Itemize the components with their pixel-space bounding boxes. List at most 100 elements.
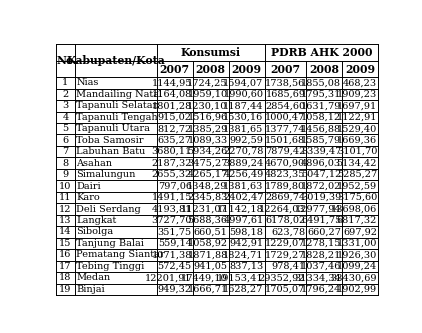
Text: 1724,25: 1724,25 — [187, 78, 227, 87]
Text: 2008: 2008 — [309, 64, 339, 75]
Text: PDRB AHK 2000: PDRB AHK 2000 — [271, 47, 372, 58]
Text: 1631,79: 1631,79 — [301, 101, 341, 110]
Text: 1669,36: 1669,36 — [337, 136, 377, 145]
Text: 2402,47: 2402,47 — [223, 193, 264, 202]
Text: 5134,42: 5134,42 — [337, 159, 377, 167]
Text: Konsumsi: Konsumsi — [181, 47, 241, 58]
Text: 4670,90: 4670,90 — [265, 159, 306, 167]
Text: 33430,69: 33430,69 — [331, 273, 377, 282]
Text: 4: 4 — [62, 113, 68, 122]
Text: 7879,42: 7879,42 — [265, 147, 306, 156]
Text: 3889,24: 3889,24 — [223, 159, 264, 167]
Text: 12977,94: 12977,94 — [295, 204, 341, 213]
Text: 4265,17: 4265,17 — [187, 170, 227, 179]
Text: 4823,35: 4823,35 — [265, 170, 306, 179]
Text: 31334,34: 31334,34 — [295, 273, 341, 282]
Text: Deli Serdang: Deli Serdang — [76, 204, 141, 213]
Text: 2270,78: 2270,78 — [223, 147, 264, 156]
Text: Mandailing Natal: Mandailing Natal — [76, 90, 162, 99]
Text: 1729,27: 1729,27 — [265, 250, 306, 259]
Text: 3727,70: 3727,70 — [151, 216, 192, 225]
Text: 1872,02: 1872,02 — [301, 181, 341, 190]
Text: 5: 5 — [62, 124, 68, 133]
Text: 4997,61: 4997,61 — [223, 216, 264, 225]
Text: 2007: 2007 — [160, 64, 190, 75]
Text: 1796,24: 1796,24 — [301, 285, 341, 294]
Text: 572,45: 572,45 — [157, 262, 192, 271]
Text: Binjai: Binjai — [76, 285, 105, 294]
Text: 12201,91: 12201,91 — [145, 273, 192, 282]
Text: 1089,33: 1089,33 — [187, 136, 227, 145]
Text: Toba Samosir: Toba Samosir — [76, 136, 144, 145]
Text: 2187,32: 2187,32 — [151, 159, 192, 167]
Text: Langkat: Langkat — [76, 216, 117, 225]
Text: 2655,32: 2655,32 — [151, 170, 192, 179]
Text: 6817,32: 6817,32 — [337, 216, 377, 225]
Text: 16: 16 — [59, 250, 72, 259]
Text: 598,18: 598,18 — [230, 227, 264, 236]
Text: Medan: Medan — [76, 273, 111, 282]
Text: 7: 7 — [62, 147, 68, 156]
Text: 1187,44: 1187,44 — [223, 101, 264, 110]
Text: 1: 1 — [62, 78, 68, 87]
Text: 468,23: 468,23 — [343, 78, 377, 87]
Text: 1952,59: 1952,59 — [337, 181, 377, 190]
Text: 978,41: 978,41 — [271, 262, 306, 271]
Text: 1000,47: 1000,47 — [265, 113, 306, 122]
Text: No: No — [57, 55, 74, 66]
Text: 1902,99: 1902,99 — [337, 285, 377, 294]
Text: Sibolga: Sibolga — [76, 227, 114, 236]
Text: 8339,47: 8339,47 — [301, 147, 341, 156]
Text: 2: 2 — [62, 90, 68, 99]
Text: 1377,74: 1377,74 — [265, 124, 306, 133]
Text: 18: 18 — [59, 273, 72, 282]
Text: 11: 11 — [59, 193, 72, 202]
Text: Dairi: Dairi — [76, 181, 101, 190]
Text: 6491,75: 6491,75 — [301, 216, 341, 225]
Text: 1381,63: 1381,63 — [223, 181, 264, 190]
Text: 1855,08: 1855,08 — [301, 78, 341, 87]
Text: 2869,74: 2869,74 — [265, 193, 306, 202]
Text: 1789,80: 1789,80 — [265, 181, 306, 190]
Text: 5047,12: 5047,12 — [301, 170, 341, 179]
Text: 1385,29: 1385,29 — [187, 124, 227, 133]
Text: 1516,96: 1516,96 — [187, 113, 227, 122]
Text: Tebing Tinggi: Tebing Tinggi — [76, 262, 145, 271]
Text: 1491,15: 1491,15 — [151, 193, 192, 202]
Text: 660,51: 660,51 — [194, 227, 227, 236]
Text: 13698,06: 13698,06 — [331, 204, 377, 213]
Text: Simalungun: Simalungun — [76, 170, 136, 179]
Text: 6: 6 — [62, 136, 68, 145]
Text: Labuhan Batu: Labuhan Batu — [76, 147, 146, 156]
Text: 9: 9 — [62, 170, 68, 179]
Text: 942,91: 942,91 — [230, 239, 264, 248]
Text: 5285,27: 5285,27 — [337, 170, 377, 179]
Text: Pematang Siantar: Pematang Siantar — [76, 250, 165, 259]
Text: 1230,10: 1230,10 — [187, 101, 227, 110]
Text: 1594,07: 1594,07 — [223, 78, 264, 87]
Text: 1666,71: 1666,71 — [187, 285, 227, 294]
Text: 1058,92: 1058,92 — [187, 239, 227, 248]
Text: 3101,70: 3101,70 — [337, 147, 377, 156]
Text: Kabupaten/Kota: Kabupaten/Kota — [66, 55, 165, 66]
Text: 1871,88: 1871,88 — [187, 250, 227, 259]
Text: 1628,27: 1628,27 — [223, 285, 264, 294]
Text: Tapanuli Tengah: Tapanuli Tengah — [76, 113, 158, 122]
Text: 559,14: 559,14 — [158, 239, 192, 248]
Text: 623,78: 623,78 — [271, 227, 306, 236]
Text: 1058,12: 1058,12 — [301, 113, 341, 122]
Text: 1824,71: 1824,71 — [223, 250, 264, 259]
Text: 812,72: 812,72 — [157, 124, 192, 133]
Text: 1278,15: 1278,15 — [301, 239, 341, 248]
Text: 14: 14 — [59, 227, 72, 236]
Text: 1697,91: 1697,91 — [337, 101, 377, 110]
Text: 1381,65: 1381,65 — [223, 124, 264, 133]
Text: 29352,92: 29352,92 — [259, 273, 306, 282]
Text: Tapanuli Selatan: Tapanuli Selatan — [76, 101, 159, 110]
Text: 5934,26: 5934,26 — [187, 147, 227, 156]
Text: 1795,31: 1795,31 — [301, 90, 341, 99]
Text: 635,27: 635,27 — [157, 136, 192, 145]
Text: 1229,07: 1229,07 — [265, 239, 306, 248]
Text: 797,06: 797,06 — [158, 181, 192, 190]
Text: 2854,60: 2854,60 — [265, 101, 306, 110]
